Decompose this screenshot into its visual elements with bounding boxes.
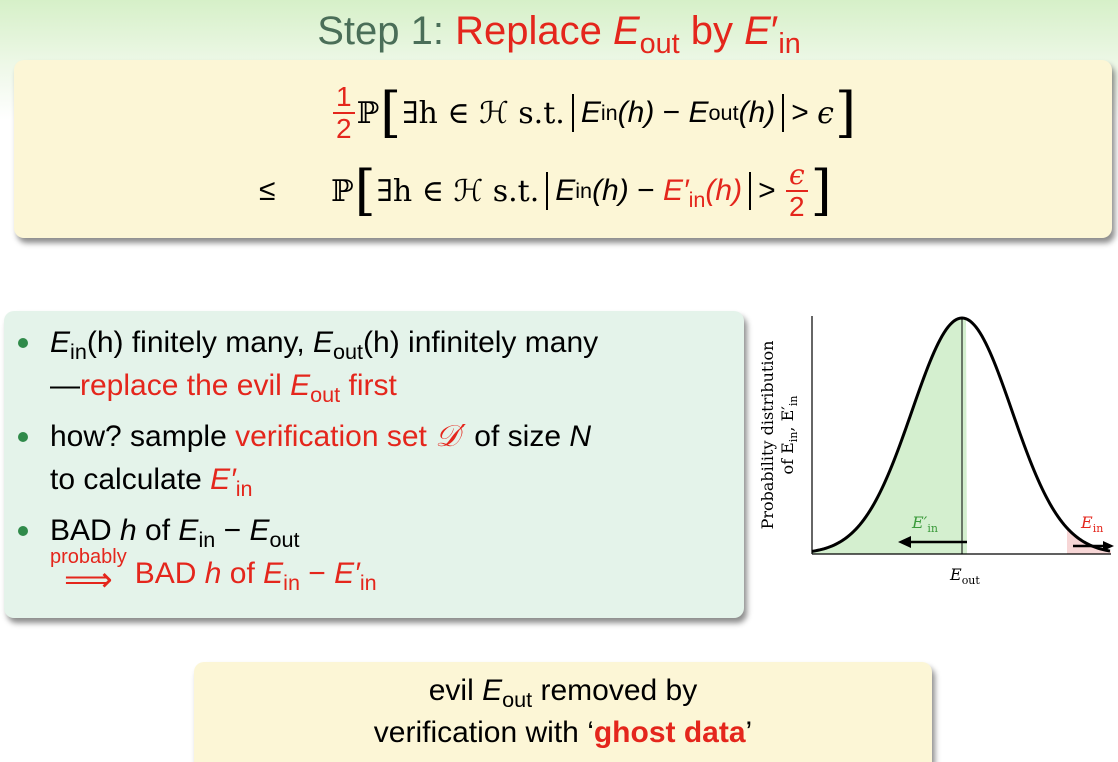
bullet-block: Ein(h) finitely many, Eout(h) infinitely…	[4, 311, 744, 618]
bullet-item-3: BAD h of Ein − Eout probably ⟹ BAD h of Ei…	[18, 509, 740, 601]
bullet-dot	[18, 526, 28, 536]
left-tail-label: E′in	[911, 513, 938, 535]
y-axis-label: Probability distribution of Ein, E′in	[758, 341, 800, 530]
left-tail-shade	[812, 318, 967, 554]
bullet-dot	[18, 338, 28, 348]
x-axis-label: Eout	[949, 565, 980, 587]
right-arrow-head	[1103, 541, 1114, 551]
left-arrow-head	[898, 536, 911, 548]
bullet-item-2: how? sample verification set 𝒟′ of size …	[18, 415, 740, 501]
bullet-item-1: Ein(h) finitely many, Eout(h) infinitely…	[18, 321, 740, 407]
right-tail-label: Ein	[1080, 513, 1103, 535]
probably-implies-arrow: probably ⟹	[50, 546, 127, 601]
distribution-figure: Probability distribution of Ein, E′in E′…	[758, 316, 1114, 587]
right-tail-shade	[1067, 527, 1111, 554]
conclusion-block: evil Eout removed by verification with ‘…	[194, 662, 932, 762]
svg-text:of Ein, E′in: of Ein, E′in	[778, 395, 800, 474]
svg-text:Probability distribution: Probability distribution	[758, 341, 777, 530]
slide-title: Step 1: Replace Eout by E′in	[317, 9, 801, 61]
bullet-dot	[18, 432, 28, 442]
bell-curve	[811, 316, 1111, 553]
